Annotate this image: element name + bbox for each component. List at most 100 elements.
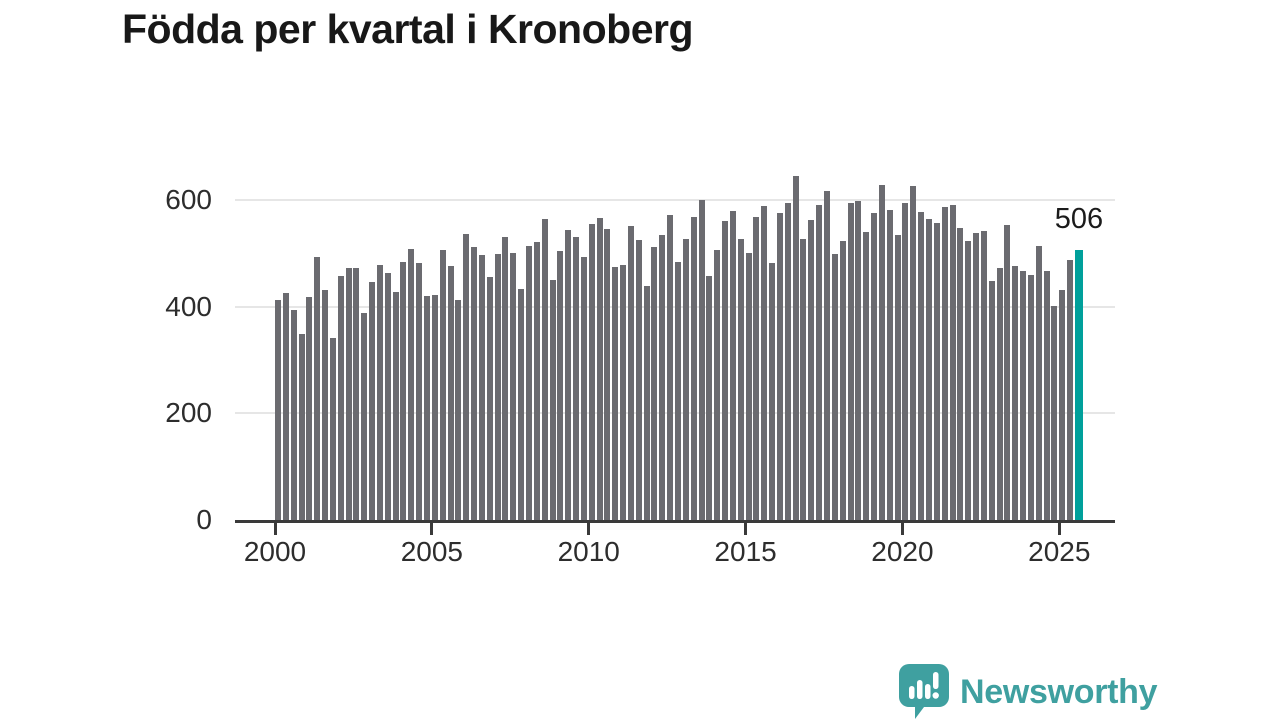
bar-2023-q3 [1012, 266, 1019, 520]
bar-2018-q1 [839, 241, 846, 520]
bar-2008-q2 [533, 241, 540, 520]
bar-2022-q3 [980, 231, 987, 520]
bar-2015-q1 [745, 253, 752, 520]
bar-2020-q2 [910, 186, 917, 520]
bar-2019-q1 [871, 213, 878, 520]
bar-2009-q2 [565, 229, 572, 520]
bar-2008-q3 [541, 219, 548, 520]
bar-2021-q3 [949, 205, 956, 520]
bar-2007-q4 [518, 288, 525, 520]
bar-2019-q4 [894, 235, 901, 520]
bar-2000-q1 [275, 300, 281, 520]
bar-2004-q2 [408, 249, 415, 520]
bar-2008-q1 [525, 245, 532, 520]
bar-2025-q2 [1067, 260, 1074, 520]
y-tick-label-0: 0 [196, 504, 212, 535]
x-tick-label-2000: 2000 [243, 536, 307, 567]
bar-2025-q3-highlighted [1075, 250, 1083, 520]
bar-2024-q1 [1027, 275, 1034, 520]
bar-2017-q1 [808, 220, 815, 520]
x-tick-2000 [273, 520, 277, 535]
x-tick-label-2015: 2015 [714, 536, 777, 567]
bar-2020-q3 [918, 211, 925, 520]
bar-2001-q1 [306, 297, 313, 520]
bar-2023-q4 [1020, 270, 1027, 520]
bar-2022-q1 [965, 241, 972, 520]
bar-2004-q3 [416, 262, 423, 520]
newsworthy-logo: Newsworthy [898, 663, 1158, 720]
bar-2024-q3 [1043, 270, 1050, 520]
chart-title: Födda per kvartal i Kronoberg [122, 6, 694, 52]
bar-2018-q4 [863, 232, 870, 520]
x-tick-label-2005: 2005 [400, 536, 463, 567]
x-tick-2015 [744, 520, 748, 535]
bar-2012-q1 [651, 247, 658, 520]
bar-2006-q1 [463, 234, 470, 520]
bar-2018-q3 [855, 201, 862, 520]
bar-2005-q4 [455, 300, 462, 520]
bar-2003-q4 [392, 291, 399, 520]
bar-2006-q2 [471, 247, 478, 520]
bar-2012-q3 [667, 214, 674, 520]
bar-2005-q2 [439, 250, 446, 520]
bar-2017-q4 [831, 254, 838, 520]
bar-2016-q1 [776, 213, 783, 520]
bar-2011-q1 [620, 265, 627, 520]
bar-2011-q4 [643, 285, 650, 520]
bar-2001-q4 [329, 338, 336, 520]
bar-2015-q2 [753, 217, 760, 520]
bar-2009-q3 [573, 237, 580, 520]
bar-2023-q1 [996, 267, 1003, 520]
bar-2011-q3 [635, 240, 642, 520]
bar-2020-q4 [925, 219, 932, 520]
bar-2016-q3 [792, 176, 799, 520]
bar-2025-q1 [1059, 290, 1066, 520]
bar-2011-q2 [627, 225, 634, 520]
newsworthy-wordmark: Newsworthy [960, 672, 1158, 711]
x-tick-2020 [900, 520, 904, 535]
x-tick-2025 [1057, 520, 1061, 535]
bar-2007-q1 [494, 253, 501, 520]
speech-bubble-chart-icon [899, 664, 949, 719]
y-tick-label-600: 600 [165, 184, 212, 215]
highlight-value-label: 506 [1054, 203, 1104, 235]
bar-2002-q2 [345, 268, 352, 520]
bar-2023-q2 [1004, 225, 1011, 520]
bar-2024-q2 [1035, 245, 1042, 520]
bar-2015-q4 [769, 263, 776, 520]
bar-2006-q3 [478, 254, 485, 520]
x-tick-2005 [430, 520, 434, 535]
bar-2002-q1 [337, 275, 344, 520]
bar-2004-q4 [424, 296, 431, 520]
bar-2009-q4 [580, 256, 587, 520]
bar-2010-q3 [604, 228, 611, 520]
bar-2010-q2 [596, 218, 603, 520]
bar-2013-q1 [682, 238, 689, 520]
bar-2006-q4 [486, 277, 493, 520]
bar-2000-q3 [290, 309, 297, 520]
bar-2010-q4 [612, 266, 619, 520]
bar-2024-q4 [1051, 305, 1058, 520]
x-tick-label-2010: 2010 [557, 536, 620, 567]
bar-2013-q2 [690, 216, 697, 520]
bar-2021-q1 [933, 223, 940, 520]
y-tick-label-200: 200 [165, 397, 212, 429]
bar-2003-q1 [369, 281, 376, 520]
gridline-600 [235, 199, 1115, 201]
bar-2014-q3 [729, 210, 736, 520]
bar-2022-q4 [988, 281, 995, 520]
bar-2016-q2 [784, 202, 791, 520]
bar-2002-q4 [361, 313, 368, 520]
bar-2021-q4 [957, 227, 964, 520]
bar-2007-q2 [502, 237, 509, 520]
bar-2001-q2 [314, 256, 321, 520]
bar-2008-q4 [549, 280, 556, 520]
bar-2013-q3 [698, 200, 705, 520]
bar-2012-q2 [659, 235, 666, 520]
bar-2001-q3 [322, 289, 329, 520]
bar-2009-q1 [557, 250, 564, 520]
bar-2014-q1 [714, 250, 721, 520]
bar-2015-q3 [761, 205, 768, 520]
x-tick-label-2025: 2025 [1028, 536, 1091, 567]
